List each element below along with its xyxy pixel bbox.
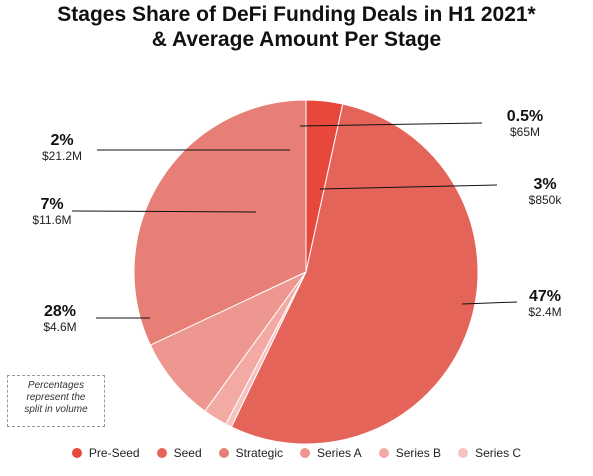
slice-amount-label: $11.6M	[32, 213, 71, 227]
legend-label: Pre-Seed	[88, 446, 140, 460]
slice-percent-label: 47%	[529, 288, 561, 305]
pie-slice-seed	[230, 103, 479, 445]
slice-amount-label: $65M	[510, 125, 540, 139]
legend-label: Series A	[317, 446, 362, 460]
legend-swatch	[378, 448, 389, 458]
slice-percent-label: 28%	[44, 303, 76, 320]
legend-item: Series A	[300, 446, 362, 460]
percentages-note: Percentages represent the split in volum…	[7, 375, 105, 427]
note-line-1: Percentages	[27, 380, 85, 391]
legend-item: Seed	[156, 446, 202, 460]
slice-amount-label: $21.2M	[42, 149, 82, 163]
slice-percent-label: 3%	[533, 176, 556, 193]
leader-line	[461, 301, 518, 305]
slice-percent-label: 0.5%	[507, 108, 543, 125]
legend-item: Series C	[458, 446, 521, 460]
chart-title: Stages Share of DeFi Funding Deals in H1…	[0, 2, 593, 52]
chart-title-line-1: Stages Share of DeFi Funding Deals in H1…	[57, 3, 536, 26]
leader-line	[319, 184, 498, 190]
legend-item: Series B	[378, 446, 442, 460]
legend-item: Pre-Seed	[71, 446, 140, 460]
slice-amount-label: $2.4M	[528, 305, 561, 319]
slice-percent-label: 2%	[50, 132, 73, 149]
legend-item: Strategic	[218, 446, 283, 460]
pie-slice-series-c	[225, 271, 307, 428]
chart-title-line-2: & Average Amount Per Stage	[151, 28, 442, 51]
leader-line	[299, 122, 483, 127]
legend-label: Strategic	[235, 446, 283, 460]
legend-label: Series B	[395, 446, 442, 460]
legend-swatch	[218, 448, 229, 458]
legend-swatch	[156, 448, 167, 458]
note-line-3: split in volume	[24, 404, 88, 415]
legend-swatch	[71, 448, 82, 458]
slice-percent-label: 7%	[40, 196, 63, 213]
legend-label: Seed	[173, 446, 202, 460]
chart-legend: Pre-Seed Seed Strategic Series A Series B Ser…	[0, 446, 593, 460]
legend-label: Series C	[475, 446, 522, 460]
leader-line	[71, 210, 257, 213]
slice-amount-label: $850k	[529, 193, 563, 207]
legend-swatch	[458, 448, 469, 458]
legend-swatch	[300, 448, 310, 458]
pie-slice-strategic	[133, 99, 307, 346]
slice-amount-label: $4.6M	[43, 320, 76, 334]
note-line-2: represent the	[26, 392, 86, 403]
